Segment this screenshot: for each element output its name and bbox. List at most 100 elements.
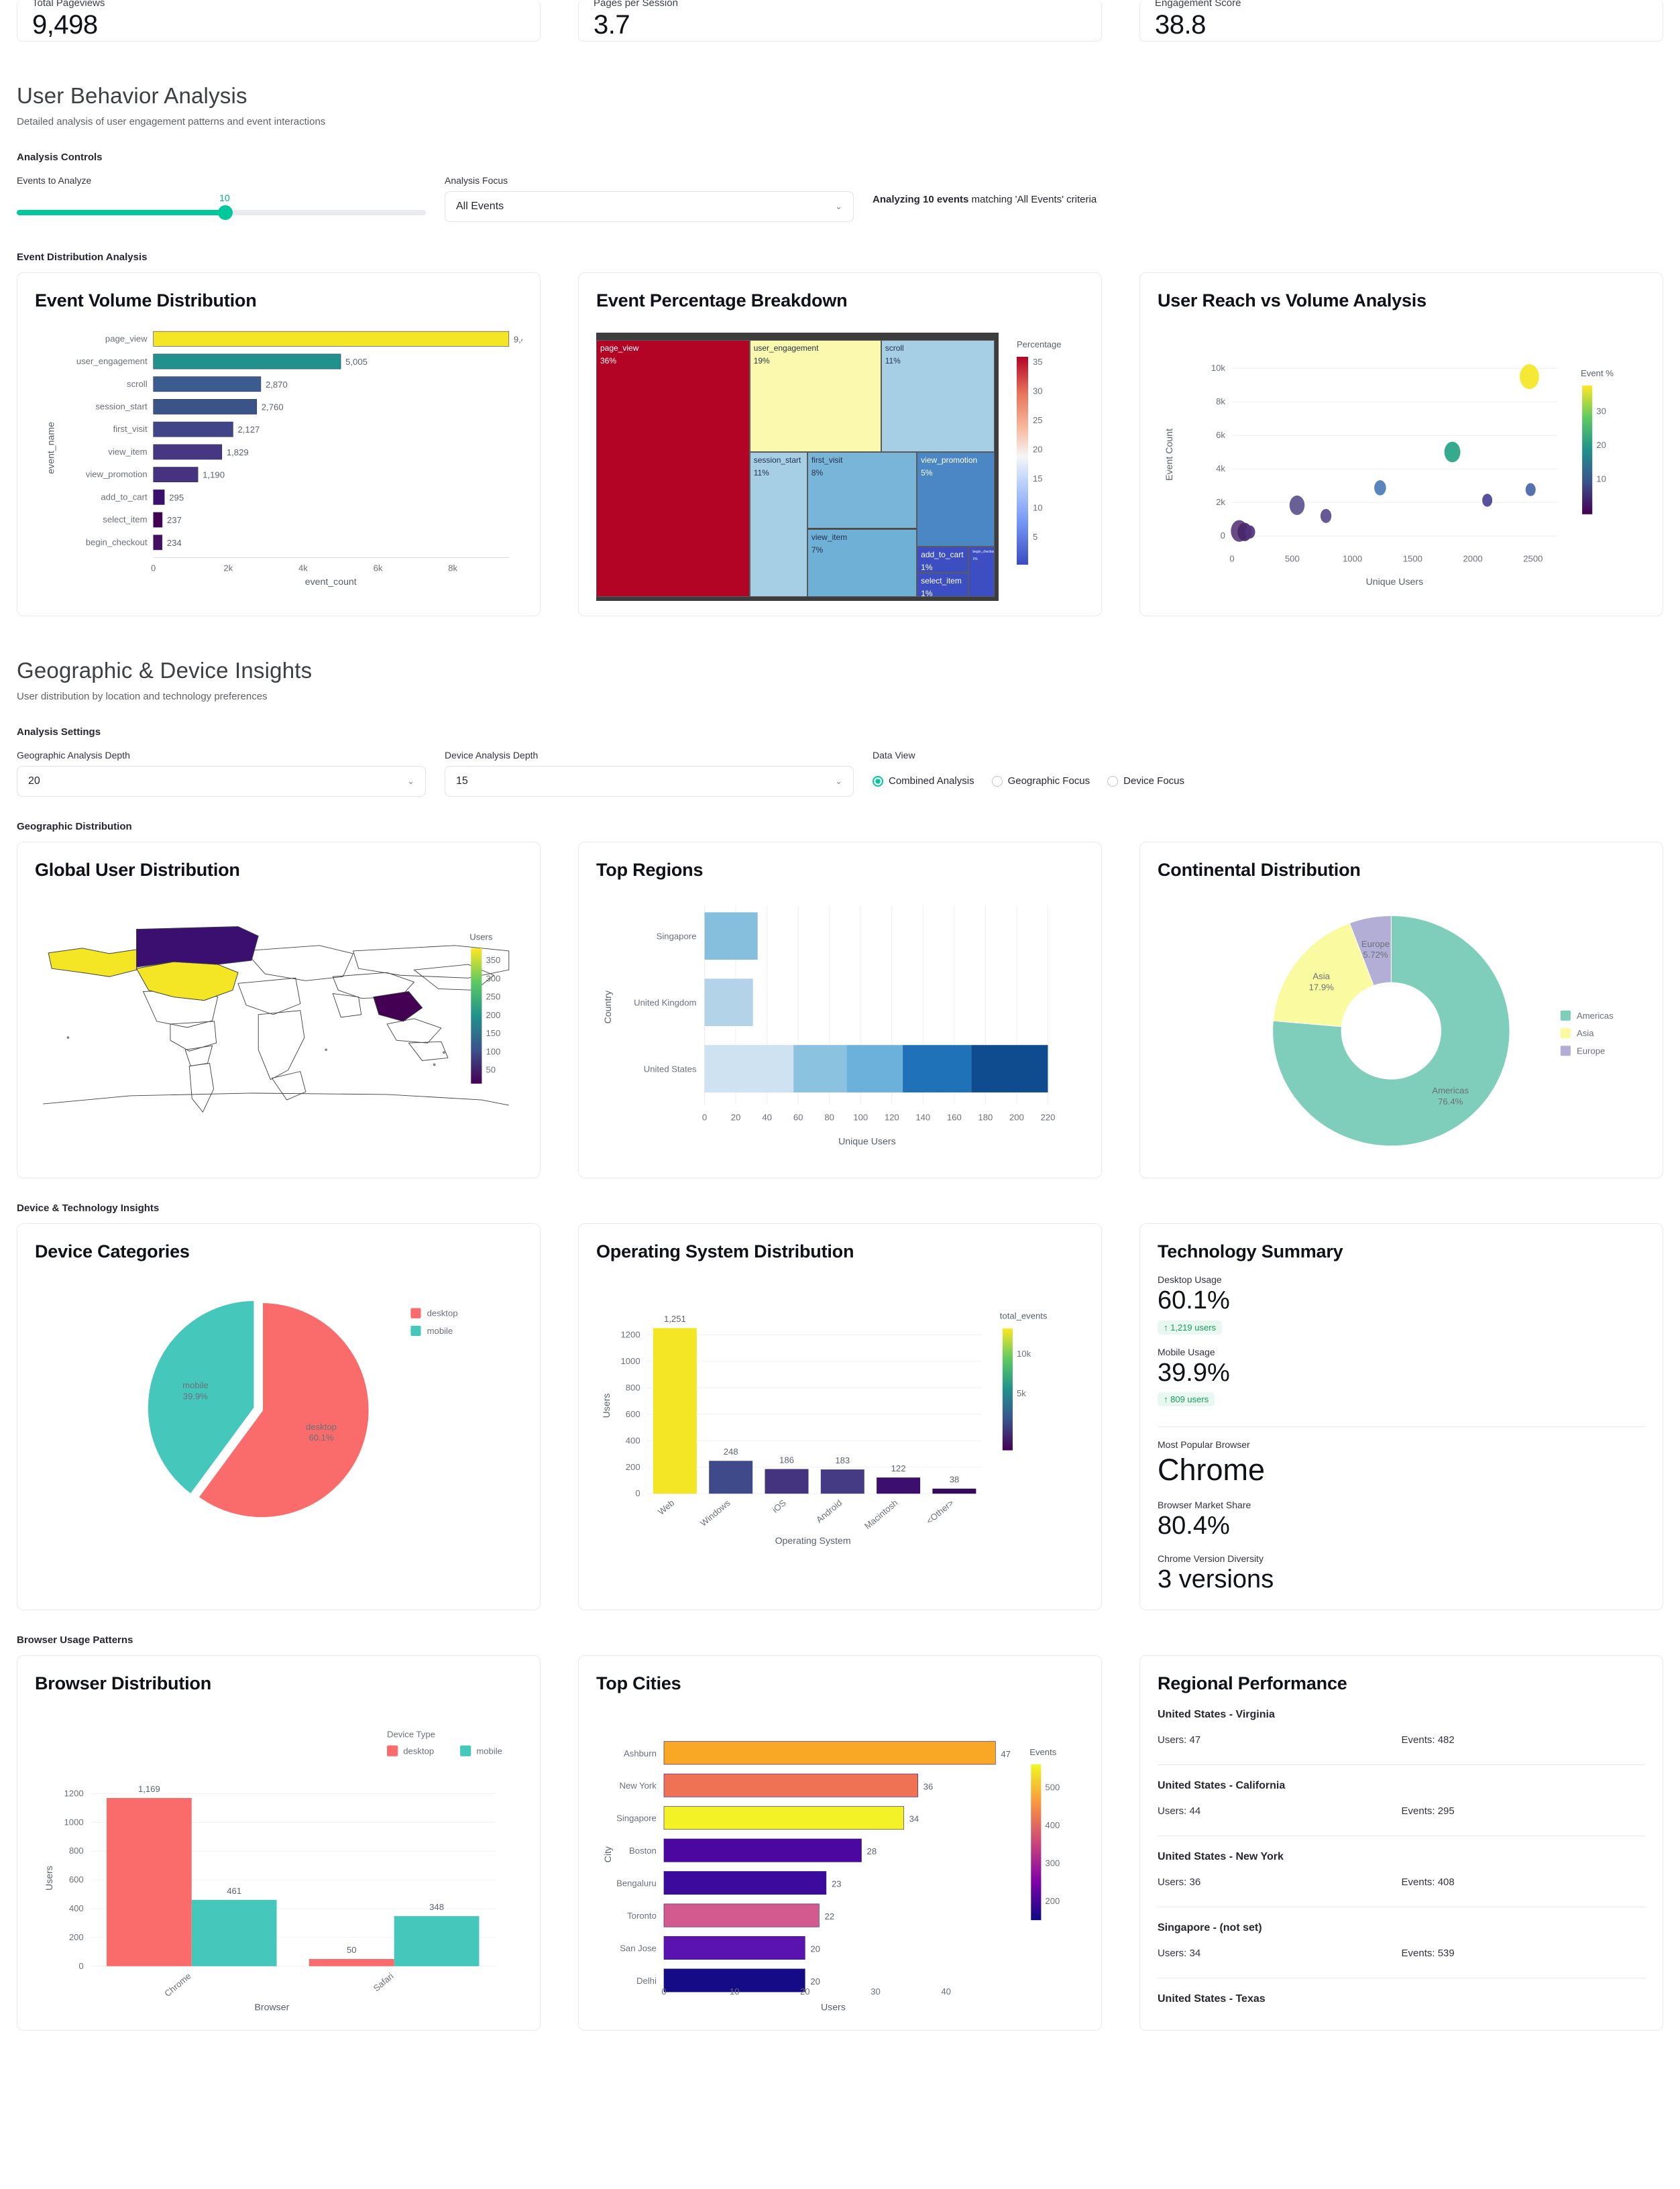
svg-text:event_count: event_count bbox=[305, 576, 357, 587]
y-tick-label: scroll bbox=[127, 379, 148, 389]
colorbar-tick: 400 bbox=[1045, 1819, 1060, 1830]
geographic-device-section: Geographic & Device Insights User distri… bbox=[0, 658, 1680, 2031]
regional-events: Events: 408 bbox=[1401, 1876, 1455, 1888]
metric-card-engagement-score: Engagement Score 38.8 bbox=[1139, 0, 1663, 42]
treemap-cell[interactable]: user_engagement 19% bbox=[749, 340, 881, 452]
geographic-distribution-caption: Geographic Distribution bbox=[17, 821, 132, 832]
scatter-point bbox=[1289, 495, 1305, 515]
legend-label: mobile bbox=[427, 1326, 453, 1336]
bar-segment bbox=[793, 1045, 847, 1092]
events-slider[interactable]: 10 bbox=[17, 192, 426, 227]
legend-swatch bbox=[1560, 1010, 1571, 1021]
geographic-depth-label: Geographic Analysis Depth bbox=[17, 750, 130, 761]
treemap-cell-pct: 1% bbox=[972, 557, 978, 561]
bar-value-label: 1,251 bbox=[664, 1314, 686, 1324]
section-subtitle: Detailed analysis of user engagement pat… bbox=[17, 116, 326, 127]
event-volume-chart: page_view 9,498 user_engagement 5,005 scroll… bbox=[45, 331, 536, 587]
x-tick-label: 1000 bbox=[1343, 553, 1362, 563]
treemap-colorbar: Percentage 35 30 25 20 15 10 5 bbox=[1017, 339, 1062, 565]
pie-value-label: 5.72% bbox=[1363, 950, 1388, 960]
analysis-controls-label: Analysis Controls bbox=[17, 152, 103, 163]
y-tick-label: view_item bbox=[108, 447, 147, 457]
pie-slice[interactable] bbox=[1272, 915, 1510, 1147]
events-slider-value: 10 bbox=[219, 192, 230, 203]
device-depth-select[interactable]: 15 ⌄ bbox=[445, 766, 854, 797]
radio-label: Device Focus bbox=[1123, 775, 1185, 787]
bar bbox=[663, 1903, 820, 1927]
colorbar-tick: 30 bbox=[1033, 386, 1042, 396]
bar bbox=[153, 399, 258, 414]
radio-combined-analysis[interactable]: Combined Analysis bbox=[873, 775, 974, 787]
treemap-cell[interactable]: view_promotion 5% bbox=[917, 451, 995, 547]
pie-slice[interactable] bbox=[1349, 915, 1392, 987]
treemap-cell[interactable]: view_item 7% bbox=[807, 528, 917, 597]
geographic-depth-value: 20 bbox=[28, 775, 40, 787]
data-view-label: Data View bbox=[873, 750, 915, 761]
x-tick-label: 2500 bbox=[1523, 553, 1543, 563]
slider-handle[interactable] bbox=[218, 205, 233, 220]
x-tick-label: 20 bbox=[800, 1986, 810, 1997]
treemap-cell[interactable]: begin_checkout 1% bbox=[968, 547, 995, 597]
card-title: Event Volume Distribution bbox=[35, 290, 257, 311]
legend-title: Device Type bbox=[387, 1729, 435, 1739]
regional-row-stats: Users: 47 Events: 482 bbox=[1158, 1734, 1645, 1746]
y-tick-label: Boston bbox=[629, 1846, 657, 1856]
bar-value-label: 47 bbox=[1001, 1748, 1011, 1758]
tech-mobile-value: 39.9% bbox=[1158, 1358, 1230, 1387]
treemap-cell-pct: 36% bbox=[600, 356, 617, 366]
x-tick-label: 0 bbox=[661, 1986, 666, 1997]
bar-value-label: 295 bbox=[169, 492, 184, 502]
scatter-point bbox=[1482, 494, 1493, 507]
colorbar-tick: 20 bbox=[1596, 440, 1606, 450]
analysis-note: Analyzing 10 events matching 'All Events… bbox=[873, 175, 1342, 205]
events-slider-label: Events to Analyze bbox=[17, 175, 92, 186]
bar-value-label: 38 bbox=[950, 1474, 960, 1484]
treemap-cell[interactable]: select_item 1% bbox=[917, 572, 969, 597]
treemap-cell-pct: 1% bbox=[921, 588, 933, 597]
pie-slice[interactable] bbox=[1272, 922, 1374, 1027]
bar-value-label: 2,870 bbox=[266, 380, 288, 390]
tech-mobile-label: Mobile Usage bbox=[1158, 1346, 1215, 1357]
bar bbox=[704, 978, 753, 1026]
treemap-cell[interactable]: first_visit 8% bbox=[807, 451, 917, 529]
section-subtitle: User distribution by location and techno… bbox=[17, 691, 268, 702]
tech-desktop-label: Desktop Usage bbox=[1158, 1274, 1222, 1285]
x-tick-label: 30 bbox=[871, 1986, 881, 1997]
metric-label: Pages per Session bbox=[594, 0, 678, 9]
colorbar-tick: 300 bbox=[1045, 1858, 1060, 1868]
map-country-india bbox=[373, 991, 423, 1022]
device-technology-caption: Device & Technology Insights bbox=[17, 1202, 160, 1214]
bar-value-label: 36 bbox=[923, 1781, 934, 1791]
bar-segment bbox=[846, 1045, 903, 1092]
regional-row-title: United States - Virginia bbox=[1158, 1708, 1275, 1720]
x-tick-label: <Other> bbox=[924, 1498, 956, 1526]
y-tick-label: 6k bbox=[1216, 430, 1225, 440]
pie-slice[interactable] bbox=[145, 1298, 257, 1498]
card-device-categories: Device Categories desktop 60.1% mobile 39.9… bbox=[17, 1223, 541, 1610]
geographic-depth-select[interactable]: 20 ⌄ bbox=[17, 766, 426, 797]
treemap-cell[interactable]: session_start 11% bbox=[749, 451, 807, 597]
x-tick-label: Safari bbox=[372, 1970, 396, 1993]
treemap-cell[interactable]: page_view 36% bbox=[596, 340, 750, 597]
svg-text:Unique Users: Unique Users bbox=[838, 1136, 896, 1147]
colorbar-tick: 35 bbox=[1033, 357, 1042, 367]
top-regions-plot: Singapore United Kingdom United States 0 20… bbox=[596, 889, 1084, 1156]
treemap-cell[interactable]: scroll 11% bbox=[881, 340, 995, 452]
radio-geographic-focus[interactable]: Geographic Focus bbox=[991, 775, 1090, 787]
treemap-cell[interactable]: add_to_cart 1% bbox=[917, 547, 969, 573]
treemap-cell-label: session_start bbox=[753, 455, 801, 465]
y-tick-label: 2k bbox=[1216, 497, 1225, 507]
pie-slice[interactable] bbox=[195, 1300, 372, 1520]
radio-device-focus[interactable]: Device Focus bbox=[1107, 775, 1184, 787]
bar bbox=[153, 353, 341, 370]
regional-row-stats: Users: 34 Events: 539 bbox=[1158, 1948, 1645, 1959]
reach-scatter-plot: 0 2k 4k 6k 8k 10k 0 500 1000 1500 2000 2500 Unique… bbox=[1158, 319, 1645, 594]
tech-share-label: Browser Market Share bbox=[1158, 1500, 1251, 1511]
continental-donut-plot: Americas 76.4% Asia 17.9% Europe 5.72% Americ… bbox=[1158, 889, 1645, 1163]
regional-users: Users: 36 bbox=[1158, 1876, 1201, 1888]
data-view-control: Data View Combined Analysis Geographic F… bbox=[873, 750, 1342, 787]
analysis-focus-select[interactable]: All Events ⌄ bbox=[445, 191, 854, 222]
bar bbox=[153, 331, 510, 347]
tech-diversity-label: Chrome Version Diversity bbox=[1158, 1553, 1264, 1564]
